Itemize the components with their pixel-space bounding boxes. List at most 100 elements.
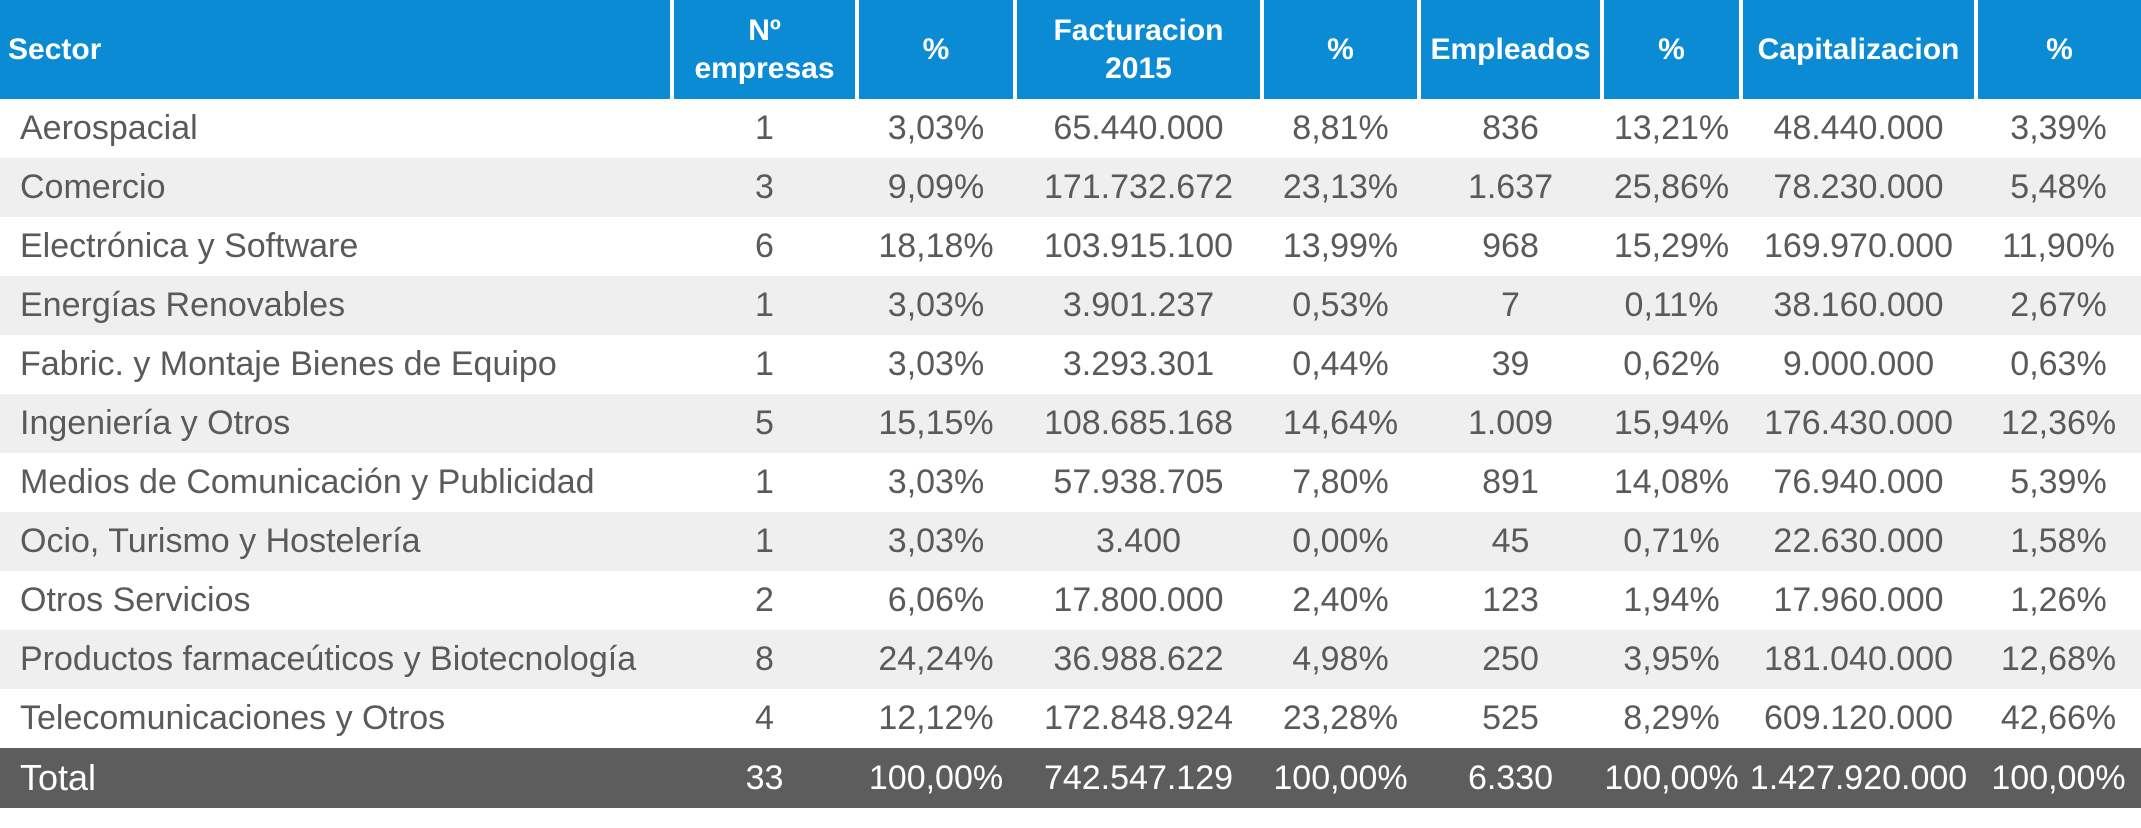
facturacion-cell: 3.400 bbox=[1015, 512, 1262, 571]
total-cell: 100,00% bbox=[857, 748, 1015, 808]
header-sector: Sector bbox=[0, 0, 672, 99]
pct-capitalizacion-cell: 1,26% bbox=[2010, 581, 2107, 619]
header-row: Sector Nº empresas % Facturacion 2015 % … bbox=[0, 0, 2141, 99]
facturacion-cell: 108.685.168 bbox=[1015, 394, 1262, 453]
pct-capitalizacion-cell: 42,66% bbox=[2000, 699, 2117, 737]
header-capitalizacion: Capitalizacion bbox=[1739, 0, 1976, 99]
pct-facturacion-cell: 23,28% bbox=[1282, 699, 1399, 737]
facturacion-cell: 172.848.924 bbox=[1043, 699, 1234, 737]
pct-empresas-cell: 3,03% bbox=[887, 109, 985, 147]
header-pct-facturacion: % bbox=[1260, 0, 1419, 99]
sector-cell: Ingeniería y Otros bbox=[0, 394, 672, 453]
num-empresas-cell: 8 bbox=[672, 630, 857, 689]
header-pct-empleados: % bbox=[1600, 0, 1741, 99]
sector-cell: Comercio bbox=[0, 158, 672, 217]
facturacion-cell: 3.293.301 bbox=[1062, 345, 1215, 383]
total-cell: 100,00% bbox=[1602, 748, 1741, 808]
pct-empleados-cell: 15,29% bbox=[1613, 227, 1730, 265]
table-row: Ocio, Turismo y Hostelería 1 3,03% 3.400 0,0… bbox=[0, 512, 2141, 571]
capitalizacion-cell: 181.040.000 bbox=[1741, 630, 1976, 689]
pct-facturacion-cell: 14,64% bbox=[1262, 394, 1419, 453]
sector-cell: Otros Servicios bbox=[20, 581, 251, 619]
pct-empleados-cell: 25,86% bbox=[1602, 158, 1741, 217]
pct-empleados-cell: 1,94% bbox=[1623, 581, 1720, 619]
num-empresas-cell: 1 bbox=[755, 345, 774, 383]
total-cell: 100,00% bbox=[1262, 748, 1419, 808]
empleados-cell: 891 bbox=[1482, 463, 1539, 501]
pct-empleados-cell: 0,11% bbox=[1602, 276, 1741, 335]
empleados-cell: 1.637 bbox=[1419, 158, 1602, 217]
num-empresas-cell: 1 bbox=[672, 276, 857, 335]
pct-capitalizacion-cell: 12,36% bbox=[1976, 394, 2141, 453]
table-row: Energías Renovables 1 3,03% 3.901.237 0,53% 7… bbox=[0, 276, 2141, 335]
pct-empresas-cell: 15,15% bbox=[857, 394, 1015, 453]
capitalizacion-cell: 17.960.000 bbox=[1773, 581, 1944, 619]
capitalizacion-cell: 9.000.000 bbox=[1782, 345, 1935, 383]
pct-facturacion-cell: 7,80% bbox=[1292, 463, 1389, 501]
empleados-cell: 1.009 bbox=[1419, 394, 1602, 453]
pct-empresas-cell: 3,03% bbox=[887, 463, 985, 501]
empleados-cell: 45 bbox=[1419, 512, 1602, 571]
total-cell: 742.547.129 bbox=[1015, 748, 1262, 808]
pct-capitalizacion-cell: 5,48% bbox=[1976, 158, 2141, 217]
facturacion-cell: 3.901.237 bbox=[1015, 276, 1262, 335]
pct-empresas-cell: 18,18% bbox=[878, 227, 994, 265]
facturacion-cell: 103.915.100 bbox=[1043, 227, 1234, 265]
pct-empresas-cell: 12,12% bbox=[878, 699, 994, 737]
pct-empresas-cell: 3,03% bbox=[857, 276, 1015, 335]
empleados-cell: 836 bbox=[1482, 109, 1539, 147]
num-empresas-cell: 3 bbox=[672, 158, 857, 217]
pct-empleados-cell: 8,29% bbox=[1623, 699, 1720, 737]
pct-capitalizacion-cell: 12,68% bbox=[1976, 630, 2141, 689]
pct-facturacion-cell: 4,98% bbox=[1262, 630, 1419, 689]
pct-empleados-cell: 13,21% bbox=[1613, 109, 1730, 147]
table-row: Medios de Comunicación y Publicidad 1 3,03… bbox=[0, 453, 2141, 512]
capitalizacion-cell: 609.120.000 bbox=[1763, 699, 1954, 737]
pct-empresas-cell: 6,06% bbox=[887, 581, 985, 619]
table-row: Electrónica y Software 6 18,18% 103.915.100… bbox=[0, 217, 2141, 276]
sector-cell: Medios de Comunicación y Publicidad bbox=[20, 463, 595, 501]
sector-cell: Energías Renovables bbox=[0, 276, 672, 335]
pct-facturacion-cell: 0,44% bbox=[1292, 345, 1389, 383]
num-empresas-cell: 1 bbox=[672, 512, 857, 571]
header-empleados: Empleados bbox=[1417, 0, 1602, 99]
sector-cell: Fabric. y Montaje Bienes de Equipo bbox=[20, 345, 557, 383]
empleados-cell: 250 bbox=[1419, 630, 1602, 689]
num-empresas-cell: 1 bbox=[755, 109, 774, 147]
pct-capitalizacion-cell: 11,90% bbox=[2002, 227, 2115, 265]
pct-empresas-cell: 3,03% bbox=[887, 345, 985, 383]
facturacion-cell: 57.938.705 bbox=[1053, 463, 1224, 501]
header-facturacion: Facturacion 2015 bbox=[1013, 0, 1262, 99]
table-row: Fabric. y Montaje Bienes de Equipo 1 3,03%… bbox=[0, 335, 2141, 394]
capitalizacion-cell: 78.230.000 bbox=[1741, 158, 1976, 217]
pct-empleados-cell: 3,95% bbox=[1602, 630, 1741, 689]
table-row: Otros Servicios 2 6,06% 17.800.000 2,40% 123 1… bbox=[0, 571, 2141, 630]
empleados-cell: 123 bbox=[1482, 581, 1539, 619]
total-cell: 33 bbox=[672, 748, 857, 808]
total-cell: 100,00% bbox=[1976, 748, 2141, 808]
pct-empresas-cell: 3,03% bbox=[857, 512, 1015, 571]
pct-capitalizacion-cell: 2,67% bbox=[1976, 276, 2141, 335]
pct-facturacion-cell: 2,40% bbox=[1292, 581, 1389, 619]
sector-cell: Productos farmaceúticos y Biotecnología bbox=[0, 630, 672, 689]
num-empresas-cell: 5 bbox=[672, 394, 857, 453]
capitalizacion-cell: 76.940.000 bbox=[1773, 463, 1944, 501]
num-empresas-cell: 6 bbox=[755, 227, 774, 265]
capitalizacion-cell: 22.630.000 bbox=[1741, 512, 1976, 571]
total-cell: 1.427.920.000 bbox=[1741, 748, 1976, 808]
pct-empleados-cell: 15,94% bbox=[1602, 394, 1741, 453]
pct-facturacion-cell: 0,53% bbox=[1262, 276, 1419, 335]
table-body: Aerospacial 1 3,03% 65.440.000 8,81% 836 13,21… bbox=[0, 99, 2141, 748]
capitalizacion-cell: 169.970.000 bbox=[1763, 227, 1954, 265]
table-row: Productos farmaceúticos y Biotecnología 8… bbox=[0, 630, 2141, 689]
pct-facturacion-cell: 0,00% bbox=[1262, 512, 1419, 571]
capitalizacion-cell: 48.440.000 bbox=[1773, 109, 1944, 147]
empleados-cell: 7 bbox=[1419, 276, 1602, 335]
sector-cell: Telecomunicaciones y Otros bbox=[20, 699, 446, 737]
pct-capitalizacion-cell: 5,39% bbox=[2010, 463, 2107, 501]
num-empresas-cell: 2 bbox=[755, 581, 774, 619]
pct-facturacion-cell: 13,99% bbox=[1282, 227, 1399, 265]
total-cell: 6.330 bbox=[1419, 748, 1602, 808]
empleados-cell: 39 bbox=[1491, 345, 1530, 383]
table-row: Aerospacial 1 3,03% 65.440.000 8,81% 836 13,21… bbox=[0, 99, 2141, 158]
